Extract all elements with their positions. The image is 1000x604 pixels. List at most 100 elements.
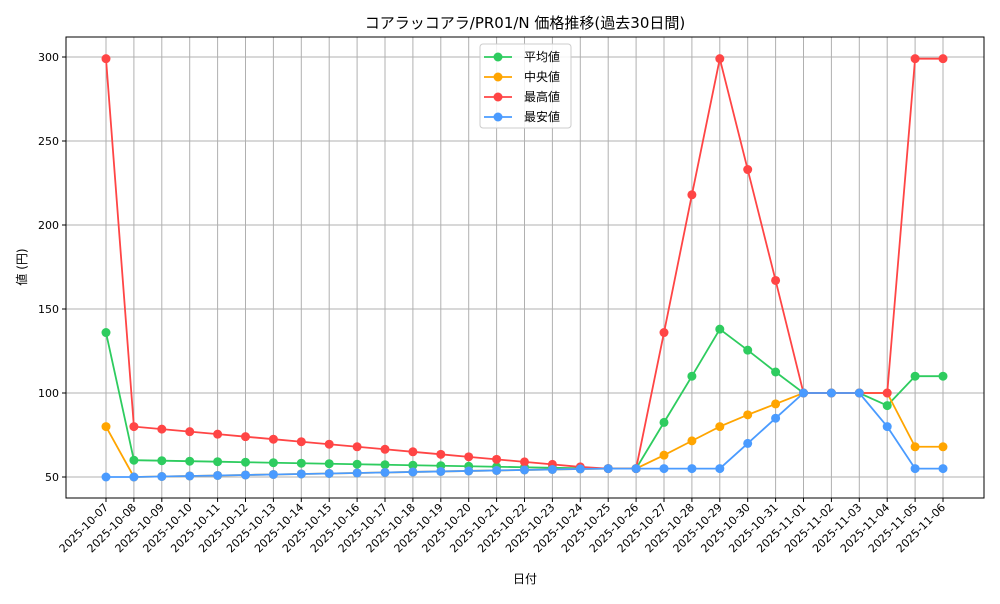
data-point [296, 469, 306, 479]
data-point [268, 469, 278, 479]
data-point [157, 471, 167, 481]
y-axis-label: 値 (円) [14, 248, 29, 285]
data-point [743, 438, 753, 448]
data-point [910, 54, 920, 64]
chart-title: コアラッコアラ/PR01/N 価格推移(過去30日間) [365, 14, 685, 32]
data-point [129, 422, 139, 432]
data-point [743, 410, 753, 420]
data-point [603, 464, 613, 474]
data-point [687, 371, 697, 381]
data-point [492, 465, 502, 475]
data-point [938, 54, 948, 64]
data-point [659, 328, 669, 338]
data-point [296, 437, 306, 447]
data-point [687, 436, 697, 446]
data-point [324, 459, 334, 469]
data-point [687, 464, 697, 474]
legend-marker [493, 112, 503, 122]
data-point [715, 54, 725, 64]
data-point [882, 422, 892, 432]
data-point [268, 434, 278, 444]
data-point [380, 460, 390, 470]
data-point [520, 465, 529, 475]
y-axis-ticks: 50 100 150 200 250 300 [38, 51, 66, 484]
data-point [743, 165, 753, 175]
data-point [101, 422, 111, 432]
legend-marker [493, 92, 503, 102]
data-point [631, 464, 641, 474]
data-point [910, 371, 920, 381]
data-point [101, 472, 111, 482]
data-point [157, 456, 167, 466]
data-point [464, 466, 474, 476]
x-axis-ticks: 2025-10-072025-10-082025-10-092025-10-10… [57, 498, 948, 555]
y-tick-label: 300 [38, 51, 59, 64]
data-point [492, 454, 502, 464]
data-point [213, 429, 223, 439]
data-point [185, 471, 195, 481]
legend-label: 中央値 [524, 69, 560, 84]
data-point [771, 399, 781, 409]
data-point [771, 413, 781, 423]
data-point [380, 444, 390, 454]
data-point [241, 470, 250, 480]
data-point [352, 459, 362, 469]
y-tick-label: 50 [45, 471, 59, 484]
data-point [408, 467, 418, 477]
data-point [715, 422, 725, 432]
grid [66, 37, 984, 498]
series-3 [101, 388, 948, 482]
data-point [715, 324, 725, 334]
data-point [910, 464, 920, 474]
data-point [575, 464, 585, 474]
data-point [213, 457, 223, 467]
data-point [101, 54, 111, 64]
data-point [826, 388, 836, 398]
data-point [659, 464, 669, 474]
legend-box [479, 43, 572, 129]
data-point [854, 388, 864, 398]
data-point [547, 464, 557, 474]
data-point [352, 468, 362, 478]
data-point [771, 275, 781, 285]
data-point [185, 456, 195, 466]
data-point [436, 466, 446, 476]
data-point [296, 458, 306, 468]
series-lines [101, 54, 948, 482]
data-point [938, 464, 948, 474]
data-point [101, 328, 111, 338]
legend-marker [493, 72, 503, 82]
data-point [882, 388, 892, 398]
legend-label: 平均値 [524, 49, 560, 64]
data-point [659, 450, 669, 460]
data-point [436, 449, 446, 459]
data-point [910, 442, 920, 452]
legend-label: 最高値 [524, 89, 560, 104]
data-point [659, 417, 669, 427]
data-point [324, 439, 334, 449]
data-point [520, 457, 529, 467]
data-point [157, 424, 167, 434]
data-point [771, 367, 781, 377]
data-point [268, 458, 278, 468]
data-point [241, 432, 250, 442]
data-point [185, 427, 195, 437]
data-point [938, 371, 948, 381]
x-axis-label: 日付 [513, 572, 537, 586]
legend-marker [493, 52, 503, 62]
data-point [464, 452, 474, 462]
data-point [213, 470, 223, 480]
data-point [882, 401, 892, 411]
data-point [715, 464, 725, 474]
legend-label: 最安値 [524, 109, 560, 124]
data-point [743, 345, 753, 355]
data-point [352, 442, 362, 452]
y-tick-label: 200 [38, 219, 59, 232]
data-point [380, 467, 390, 477]
data-point [129, 472, 139, 482]
data-point [799, 388, 808, 398]
data-point [687, 190, 697, 200]
data-point [938, 442, 948, 452]
